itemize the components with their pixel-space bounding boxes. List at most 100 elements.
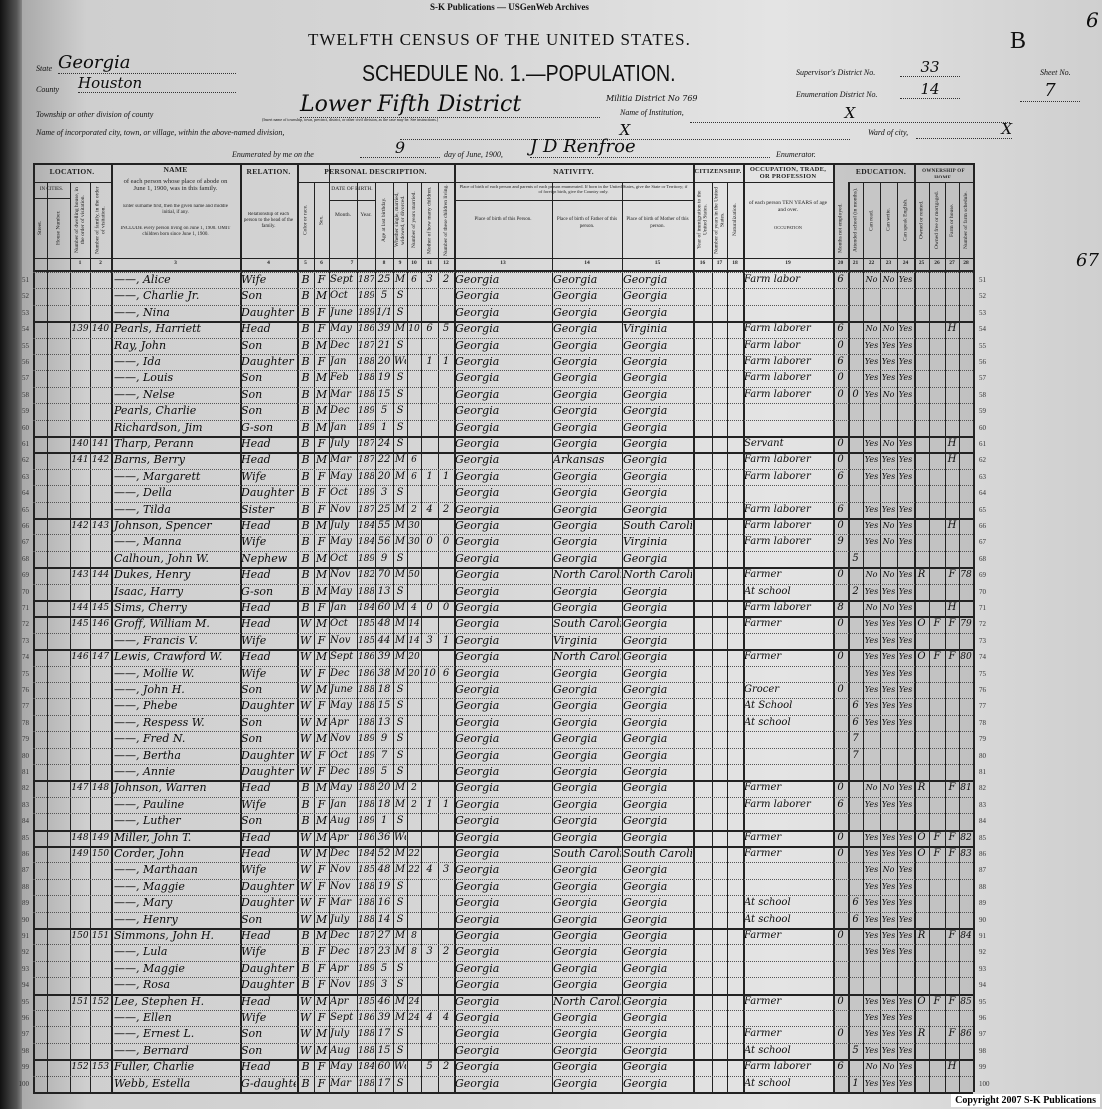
cell-year: 1887 xyxy=(358,586,374,597)
ward-field[interactable]: X xyxy=(916,120,1012,139)
cell-english xyxy=(898,551,913,567)
cell-month: Jan xyxy=(330,421,347,433)
cell-occupation: Farmer xyxy=(744,618,782,630)
township-field[interactable]: Lower Fifth District xyxy=(300,92,600,118)
cell-mother-bp: Georgia xyxy=(623,1027,668,1041)
cell-read: Yes xyxy=(864,471,879,481)
cell-father-bp: Georgia xyxy=(553,338,598,352)
cell-marital: M xyxy=(394,995,406,1007)
cell-farm xyxy=(946,633,958,649)
cell-occupation xyxy=(744,420,832,436)
cell-mother-bp: Georgia xyxy=(623,453,668,467)
schedule-title: SCHEDULE No. 1.—POPULATION. xyxy=(362,60,676,86)
cell-name: Lee, Stephen H. xyxy=(114,994,205,1008)
cell-birthplace: Georgia xyxy=(455,633,500,647)
cell-mother-of: 1 xyxy=(426,356,433,367)
cell-marital: M xyxy=(394,848,406,859)
cell-birthplace: Georgia xyxy=(455,273,500,286)
cell-years-married xyxy=(408,354,420,370)
cell-color: B xyxy=(301,289,310,303)
cell-father-bp: Virginia xyxy=(553,633,598,647)
enumerator-label: Enumerator. xyxy=(776,150,816,159)
line-number: 56 xyxy=(22,358,29,366)
cell-years-married xyxy=(408,1043,420,1059)
enumerator-name-field[interactable]: J D Renfroe xyxy=(530,136,770,158)
enumeration-district-field[interactable]: 14 xyxy=(900,80,960,99)
cell-age: 39 xyxy=(377,1012,391,1023)
institution-field[interactable]: X xyxy=(690,104,1010,123)
cell-father-bp: Georgia xyxy=(553,765,598,778)
cell-schedule xyxy=(960,895,972,911)
line-number-right: 63 xyxy=(979,472,986,481)
cell-relation: Head xyxy=(241,519,271,532)
cell-dwelling: 149 xyxy=(71,849,89,859)
line-number-right: 55 xyxy=(979,341,986,350)
cell-unemployed: 0 xyxy=(837,454,844,466)
sheet-number-field[interactable]: 7 xyxy=(1020,80,1080,102)
cell-marital: S xyxy=(396,405,404,417)
cell-occupation: At school xyxy=(744,1044,791,1056)
cell-unemployed: 0 xyxy=(837,438,844,449)
cell-years-married: 10 xyxy=(408,324,420,335)
cell-birthplace: Georgia xyxy=(455,322,500,336)
cell-sex: F xyxy=(317,486,326,500)
cell-age: 20 xyxy=(377,356,391,367)
cell-free xyxy=(930,731,944,747)
sheet-letter: B xyxy=(1010,28,1027,54)
cell-relation: G-daughter xyxy=(241,1076,296,1090)
cell-free xyxy=(930,862,944,878)
cell-farm: F xyxy=(948,930,956,941)
cell-owned xyxy=(915,584,928,600)
cell-birthplace: Georgia xyxy=(455,568,500,582)
cell-name: Groff, William M. xyxy=(114,617,210,631)
column-number: 28 xyxy=(963,260,969,266)
cell-age: 9 xyxy=(380,733,388,745)
city-field[interactable]: X xyxy=(400,121,850,140)
state-field[interactable]: Georgia xyxy=(58,52,236,74)
cell-dwelling xyxy=(71,485,89,501)
cell-age: 25 xyxy=(377,503,391,515)
cell-year: 1875 xyxy=(358,340,374,351)
cell-mother-of xyxy=(422,288,437,304)
cell-relation: Daughter xyxy=(241,896,294,910)
cell-relation: Head xyxy=(241,568,271,582)
cell-name: ——, Alice xyxy=(114,273,171,286)
cell-years-married: 8 xyxy=(411,947,417,958)
cell-mother-bp: Georgia xyxy=(623,896,668,910)
county-field[interactable]: Houston xyxy=(78,74,236,93)
cell-name: ——, Annie xyxy=(114,765,176,778)
cell-school: 6 xyxy=(852,700,859,712)
column-number: 18 xyxy=(732,260,738,266)
group-rule xyxy=(454,182,693,183)
cell-dwelling: 150 xyxy=(71,931,89,941)
cell-schedule xyxy=(960,403,972,419)
line-number: 92 xyxy=(22,948,29,957)
cell-relation: Head xyxy=(241,830,271,844)
cell-month: Mar xyxy=(330,1077,351,1089)
cell-farm xyxy=(946,879,958,895)
cell-farm xyxy=(946,354,958,370)
cell-age: 1 xyxy=(380,815,388,827)
header-street: Street. xyxy=(37,220,43,236)
header-farm: Farm or house. xyxy=(949,203,955,237)
cell-sex: M xyxy=(315,683,328,696)
cell-year: 1829 xyxy=(358,570,374,581)
supervisor-district-field[interactable]: 33 xyxy=(900,58,960,77)
line-number: 52 xyxy=(22,292,29,301)
enumerated-day-field[interactable]: 9 xyxy=(360,138,440,158)
cell-occupation: Farm laborer xyxy=(744,356,811,367)
cell-read xyxy=(864,748,879,764)
cell-unemployed xyxy=(834,731,847,747)
column-number-rule xyxy=(33,270,973,272)
cell-birthplace: Georgia xyxy=(455,519,500,532)
cell-years-married xyxy=(408,403,420,419)
publisher-banner: S-K Publications — USGenWeb Archives xyxy=(430,2,589,12)
cell-mother-of xyxy=(422,649,437,665)
row-rule xyxy=(33,403,973,405)
state-label: State xyxy=(36,64,52,73)
group-rule xyxy=(33,182,111,183)
cell-relation: Wife xyxy=(241,945,267,959)
cell-name: ——, Lula xyxy=(114,945,168,959)
cell-age: 13 xyxy=(377,585,391,597)
cell-marital: M xyxy=(394,323,406,335)
